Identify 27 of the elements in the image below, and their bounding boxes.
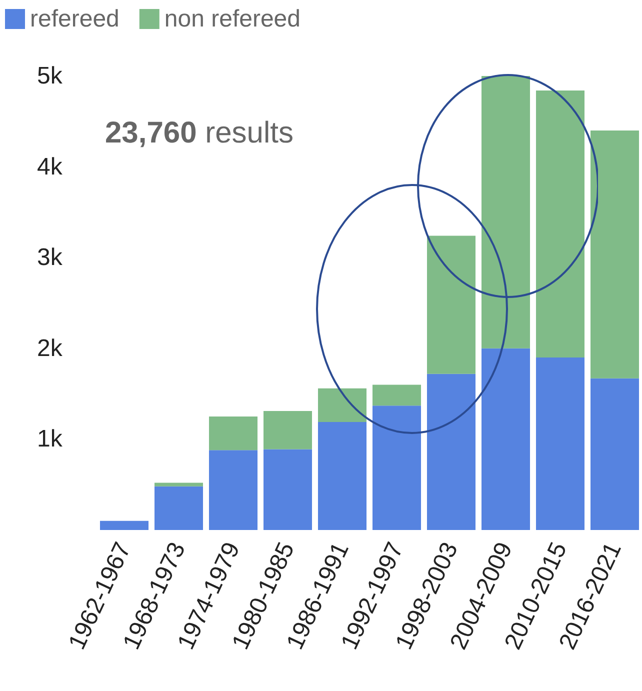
bar bbox=[154, 486, 204, 530]
y-tick-label: 3k bbox=[37, 244, 64, 272]
bar bbox=[264, 449, 312, 530]
y-tick-label: 5k bbox=[37, 62, 64, 90]
bar bbox=[482, 348, 530, 530]
bar bbox=[318, 388, 367, 422]
bar bbox=[209, 450, 258, 530]
bar bbox=[590, 378, 639, 530]
annotation: 23,760 results bbox=[105, 116, 294, 150]
bar bbox=[590, 130, 639, 378]
bar bbox=[536, 357, 584, 530]
bar bbox=[372, 384, 422, 406]
bar bbox=[372, 406, 422, 530]
bar bbox=[427, 236, 476, 374]
bar bbox=[100, 520, 149, 530]
bar bbox=[482, 76, 530, 348]
bar bbox=[318, 422, 367, 530]
legend-label: refereed bbox=[30, 6, 120, 32]
bar bbox=[209, 416, 258, 450]
bar bbox=[427, 374, 476, 530]
bar bbox=[264, 411, 312, 450]
y-tick-label: 4k bbox=[37, 153, 64, 180]
y-tick-label: 2k bbox=[37, 334, 64, 362]
bar bbox=[154, 482, 204, 486]
legend-label: non refereed bbox=[164, 6, 300, 32]
bar bbox=[536, 90, 584, 358]
y-tick-label: 1k bbox=[37, 426, 64, 453]
